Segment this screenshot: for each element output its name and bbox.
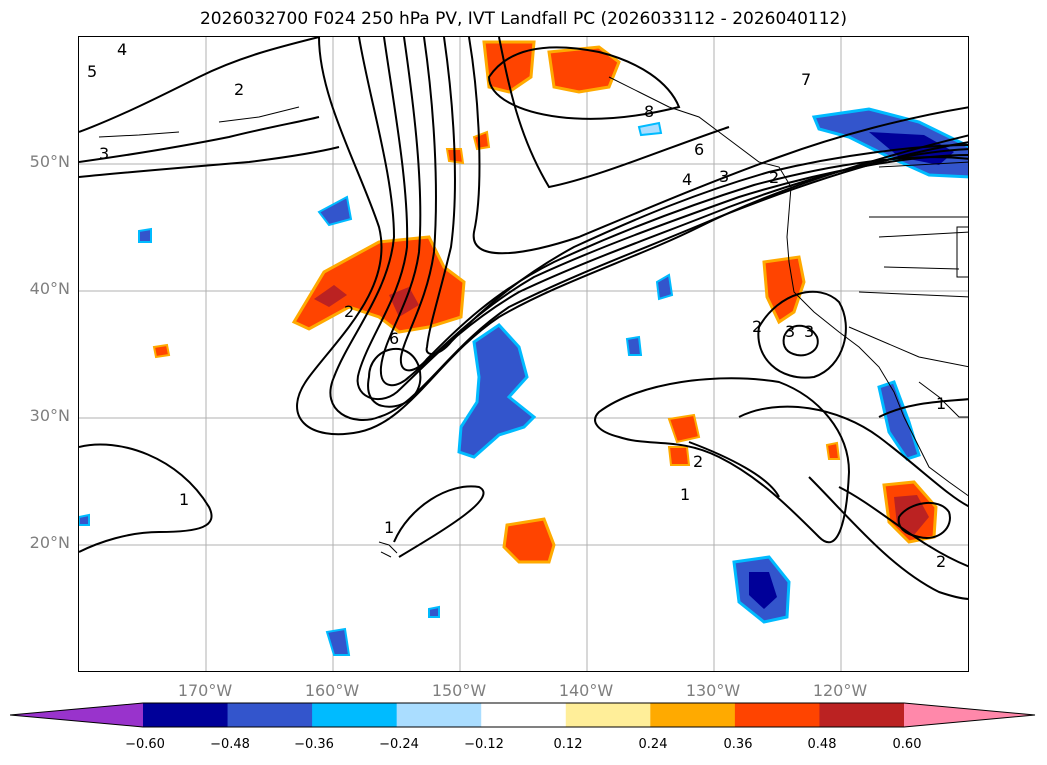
colorbar-tick: −0.48 xyxy=(210,737,250,752)
colorbar-segment xyxy=(650,703,736,727)
colorbar-segment xyxy=(481,703,567,727)
contour-label: 3 xyxy=(99,144,109,163)
lat-label-20n: 20°N xyxy=(29,533,70,552)
contour-label: 2 xyxy=(693,452,703,471)
colorbar xyxy=(10,702,1036,728)
contour-label: 7 xyxy=(801,70,811,89)
colorbar-tick: −0.12 xyxy=(464,737,504,752)
anomaly-neg-small-7 xyxy=(79,513,90,526)
contour-label: 2 xyxy=(752,317,762,336)
anomaly-neg-small-4 xyxy=(625,335,643,356)
anomaly-pos-small-1 xyxy=(472,130,491,151)
contour-label: 6 xyxy=(389,329,399,348)
colorbar-segment xyxy=(396,703,482,727)
anomaly-pos-mid-1 xyxy=(667,413,701,444)
lat-label-30n: 30°N xyxy=(29,406,70,425)
anomaly-neg-small-6 xyxy=(428,605,440,618)
colorbar-segment xyxy=(312,703,398,727)
contour-label: 1 xyxy=(384,518,394,537)
contour-label: 4 xyxy=(682,170,692,189)
map-panel: 5 4 2 3 2 6 1 1 2 3 7 8 6 4 3 2 3 1 2 1 … xyxy=(78,36,969,672)
contour-label: 3 xyxy=(804,322,814,341)
colorbar-tick: −0.60 xyxy=(125,737,165,752)
contour-label: 2 xyxy=(344,302,354,321)
contour-label: 2 xyxy=(769,168,779,187)
contour-label: 1 xyxy=(680,485,690,504)
pv-contours xyxy=(79,37,968,600)
map-title: 2026032700 F024 250 hPa PV, IVT Landfall… xyxy=(199,9,847,29)
anomaly-neg-central xyxy=(457,323,537,459)
colorbar-tick: −0.36 xyxy=(294,737,334,752)
anomaly-neg-west xyxy=(317,195,353,227)
lon-label-150w: 150°W xyxy=(431,681,487,700)
colorbar-extend-low xyxy=(10,703,143,727)
colorbar-outline xyxy=(10,702,1036,728)
colorbar-segment xyxy=(819,703,905,727)
negative-ivt-anomalies xyxy=(79,107,968,656)
anomaly-neg-small-5 xyxy=(637,121,663,137)
colorbar-tick: 0.60 xyxy=(892,737,922,752)
contour-label: 4 xyxy=(117,40,127,59)
anomaly-pos-coast xyxy=(762,255,806,325)
colorbar-tick: 0.24 xyxy=(638,737,668,752)
anomaly-neg-south-core xyxy=(749,572,777,609)
colorbar-extend-high xyxy=(904,703,1035,727)
lon-label-130w: 130°W xyxy=(685,681,741,700)
lat-label-40n: 40°N xyxy=(29,279,70,298)
colorbar-tick: −0.24 xyxy=(379,737,419,752)
colorbar-segment xyxy=(143,703,229,727)
lat-label-50n: 50°N xyxy=(29,152,70,171)
coastlines xyxy=(98,76,968,558)
anomaly-pos-south xyxy=(502,517,556,564)
anomaly-pos-north-2 xyxy=(547,45,621,94)
colorbar-tick: 0.12 xyxy=(553,737,583,752)
contour-label: 2 xyxy=(936,552,946,571)
contour-labels: 5 4 2 3 2 6 1 1 2 3 7 8 6 4 3 2 3 1 2 1 … xyxy=(87,40,946,571)
anomaly-neg-small-2 xyxy=(325,627,351,656)
anomaly-neg-small-3 xyxy=(138,227,152,243)
colorbar-segment xyxy=(565,703,651,727)
anomaly-pos-baja-core xyxy=(894,495,929,535)
lon-label-120w: 120°W xyxy=(812,681,868,700)
contour-label: 1 xyxy=(936,394,946,413)
colorbar-tick: 0.36 xyxy=(723,737,753,752)
map-canvas: 5 4 2 3 2 6 1 1 2 3 7 8 6 4 3 2 3 1 2 1 … xyxy=(79,37,968,671)
lon-label-140w: 140°W xyxy=(558,681,614,700)
anomaly-neg-small-1 xyxy=(655,273,674,301)
contour-label: 6 xyxy=(694,140,704,159)
lon-label-160w: 160°W xyxy=(304,681,360,700)
anomaly-pos-central xyxy=(291,235,466,334)
anomaly-pos-small-3 xyxy=(152,343,171,359)
colorbar-tick: 0.48 xyxy=(807,737,837,752)
anomaly-pos-central-core-1 xyxy=(314,285,347,307)
colorbar-segment xyxy=(734,703,820,727)
contour-label: 3 xyxy=(785,322,795,341)
anomaly-pos-small-4 xyxy=(825,441,841,460)
anomaly-neg-coast-mx xyxy=(877,380,921,461)
anomaly-pos-mid-2 xyxy=(667,446,691,466)
contour-label: 1 xyxy=(179,490,189,509)
contour-label: 3 xyxy=(719,167,729,186)
colorbar-segment xyxy=(227,703,313,727)
lon-label-170w: 170°W xyxy=(177,681,233,700)
contour-label: 2 xyxy=(234,80,244,99)
contour-label: 5 xyxy=(87,62,97,81)
contour-label: 8 xyxy=(644,102,654,121)
